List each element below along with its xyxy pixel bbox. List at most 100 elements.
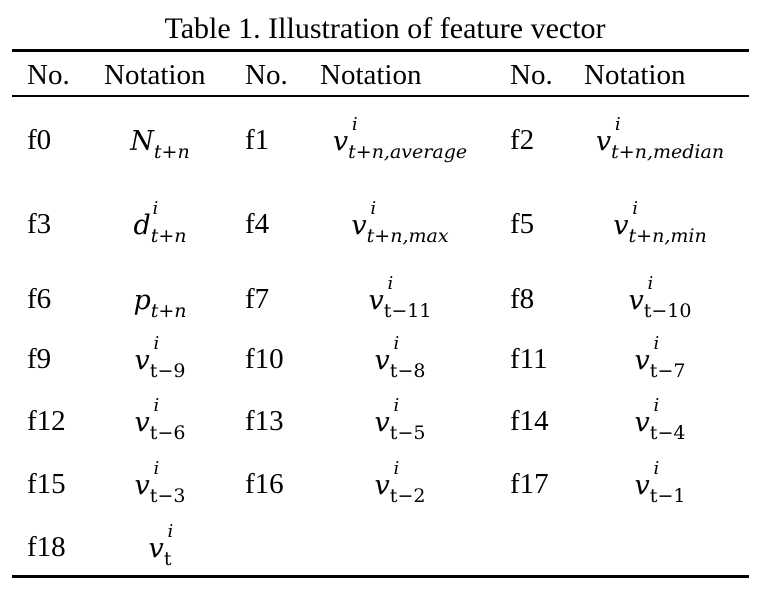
feature-number-f14: f14 [510,405,549,437]
notation-subscript: t−3 [149,485,186,507]
notation-subscript: t+n,min [628,225,707,247]
feature-notation-f0: Nt+n [100,124,220,163]
feature-notation-f7: vt−11 i [310,275,490,323]
notation-superscript: i [393,333,400,354]
feature-notation-f13: vt−5 i [310,397,490,445]
notation-symbol: v [332,126,349,157]
notation-superscript: i [393,395,400,416]
table-caption: Table 1. Illustration of feature vector [164,12,606,45]
notation-superscript: i [632,198,639,219]
notation-superscript: i [647,273,654,294]
notation-symbol: v [634,407,650,438]
notation-symbol: v [148,533,164,564]
notation-subscript: t−5 [389,422,426,444]
notation-superscript: i [153,458,160,479]
feature-number-f18: f18 [27,531,66,563]
notation-superscript: i [653,395,660,416]
notation-superscript: i [351,114,358,135]
notation-superscript: i [653,458,660,479]
notation-subscript: t+n [150,300,187,322]
notation-symbol: v [134,407,150,438]
notation-symbol: v [634,470,650,501]
header-rule [12,95,749,97]
notation-superscript: i [167,521,174,542]
notation-superscript: i [614,114,621,135]
notation-symbol: v [634,345,650,376]
feature-notation-f2: vt+n,median i [575,116,745,164]
feature-number-f6: f6 [27,283,52,315]
notation-subscript: t−1 [649,485,686,507]
notation-symbol: v [374,345,390,376]
feature-number-f1: f1 [245,124,270,156]
notation-symbol: v [134,470,150,501]
notation-subscript: t−2 [389,485,426,507]
feature-number-f3: f3 [27,208,52,240]
notation-subscript: t−9 [149,360,186,382]
feature-notation-f4: vt+n,max i [310,200,490,248]
notation-symbol: v [374,470,390,501]
notation-superscript: i [393,458,400,479]
notation-symbol: v [595,126,612,157]
notation-superscript: i [153,333,160,354]
feature-number-f4: f4 [245,208,270,240]
feature-notation-f8: vt−10 i [575,275,745,323]
notation-symbol: d [133,210,151,241]
feature-notation-f5: vt+n,min i [575,200,745,248]
feature-number-f16: f16 [245,468,284,500]
feature-notation-f11: vt−7 i [575,335,745,383]
top-rule [12,49,749,52]
notation-symbol: v [628,285,644,316]
feature-number-f13: f13 [245,405,284,437]
header-no-1: No. [27,59,70,91]
feature-notation-f15: vt−3 i [100,460,220,508]
feature-number-f17: f17 [510,468,549,500]
feature-number-f5: f5 [510,208,535,240]
notation-subscript: t+n,average [348,141,468,163]
notation-symbol: v [134,345,150,376]
notation-subscript: t−6 [149,422,186,444]
notation-subscript: t−10 [643,300,692,322]
notation-subscript: t+n [150,225,187,247]
feature-notation-f9: vt−9 i [100,335,220,383]
notation-subscript: t+n [153,141,190,163]
notation-subscript: t−8 [389,360,426,382]
feature-notation-f12: vt−6 i [100,397,220,445]
feature-notation-f18: vt i [100,523,220,571]
feature-number-f11: f11 [510,343,548,375]
notation-symbol: v [374,407,390,438]
notation-subscript: t [163,548,172,570]
header-no-2: No. [245,59,288,91]
notation-subscript: t+n,max [366,225,449,247]
header-no-3: No. [510,59,553,91]
notation-superscript: i [370,198,377,219]
feature-notation-f14: vt−4 i [575,397,745,445]
notation-subscript: t+n,median [611,141,725,163]
header-notation-3: Notation [584,59,686,91]
feature-number-f15: f15 [27,468,66,500]
notation-symbol: v [368,285,384,316]
bottom-rule [12,575,749,578]
feature-number-f8: f8 [510,283,535,315]
notation-subscript: t−4 [649,422,686,444]
feature-number-f9: f9 [27,343,52,375]
feature-notation-f3: dt+n i [100,200,220,248]
feature-number-f12: f12 [27,405,66,437]
notation-subscript: t−11 [383,300,432,322]
header-notation-2: Notation [320,59,422,91]
feature-notation-f1: vt+n,average i [310,116,490,164]
feature-number-f7: f7 [245,283,270,315]
notation-superscript: i [653,333,660,354]
notation-symbol: v [613,210,629,241]
feature-notation-f10: vt−8 i [310,335,490,383]
notation-subscript: t−7 [649,360,686,382]
header-notation-1: Notation [104,59,206,91]
notation-superscript: i [387,273,394,294]
feature-number-f10: f10 [245,343,284,375]
notation-symbol: v [351,210,367,241]
feature-notation-f17: vt−1 i [575,460,745,508]
feature-notation-f6: pt+n [100,283,220,322]
notation-superscript: i [153,395,160,416]
feature-number-f0: f0 [27,124,52,156]
notation-symbol: N [130,126,154,157]
feature-number-f2: f2 [510,124,535,156]
